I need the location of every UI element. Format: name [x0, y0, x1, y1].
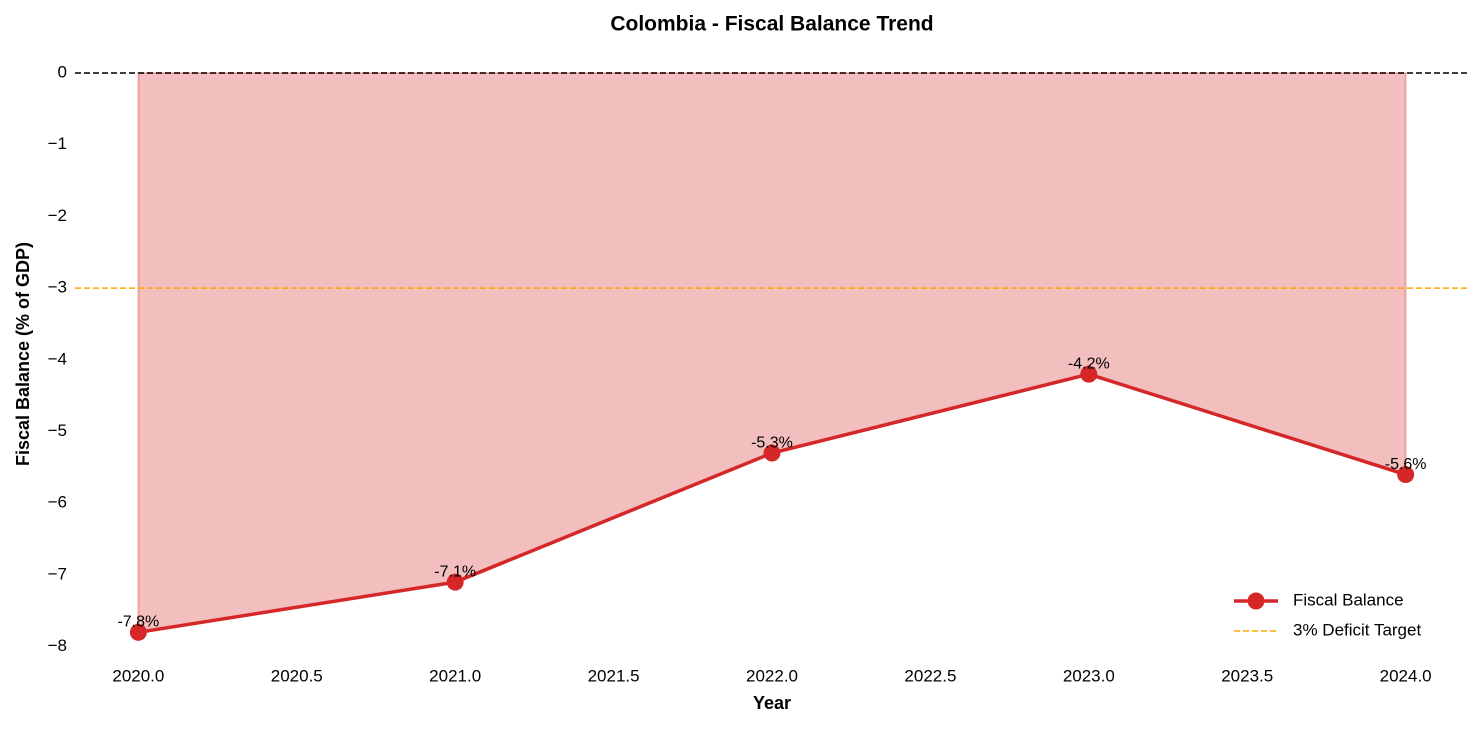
- y-axis-label: Fiscal Balance (% of GDP): [13, 242, 33, 466]
- x-tick-label: 2020.0: [112, 666, 164, 685]
- x-tick-label: 2020.5: [271, 666, 323, 685]
- data-point: [1397, 466, 1415, 484]
- data-point: [763, 444, 781, 462]
- chart-title: Colombia - Fiscal Balance Trend: [610, 13, 933, 36]
- x-tick-label: 2024.0: [1380, 666, 1432, 685]
- x-tick-label: 2022.5: [904, 666, 956, 685]
- data-label: -4.2%: [1068, 355, 1110, 372]
- area-fill: [137, 72, 1407, 634]
- x-tick-label: 2021.0: [429, 666, 481, 685]
- x-axis-label: Year: [753, 693, 791, 713]
- x-tick-label: 2023.5: [1221, 666, 1273, 685]
- data-point: [446, 573, 464, 591]
- x-tick-label: 2022.0: [746, 666, 798, 685]
- x-tick-label: 2021.5: [588, 666, 640, 685]
- y-tick-label: 0: [58, 62, 67, 81]
- data-point: [1080, 365, 1098, 383]
- y-tick-label: −6: [48, 493, 67, 512]
- x-tick-label: 2023.0: [1063, 666, 1115, 685]
- y-tick-label: −8: [48, 636, 67, 655]
- y-tick-label: −3: [48, 278, 67, 297]
- y-tick-label: −4: [48, 349, 67, 368]
- data-label: -5.6%: [1385, 456, 1427, 473]
- y-tick-label: −7: [48, 564, 67, 583]
- legend-label: Fiscal Balance: [1293, 590, 1404, 609]
- data-label: -5.3%: [751, 434, 793, 451]
- data-point: [129, 623, 147, 641]
- legend-label: 3% Deficit Target: [1293, 620, 1421, 639]
- data-label: -7.1%: [434, 563, 476, 580]
- legend-marker: [1247, 592, 1265, 610]
- y-tick-label: −1: [48, 134, 67, 153]
- data-label: -7.8%: [117, 614, 159, 631]
- y-tick-label: −5: [48, 421, 67, 440]
- y-tick-label: −2: [48, 206, 67, 225]
